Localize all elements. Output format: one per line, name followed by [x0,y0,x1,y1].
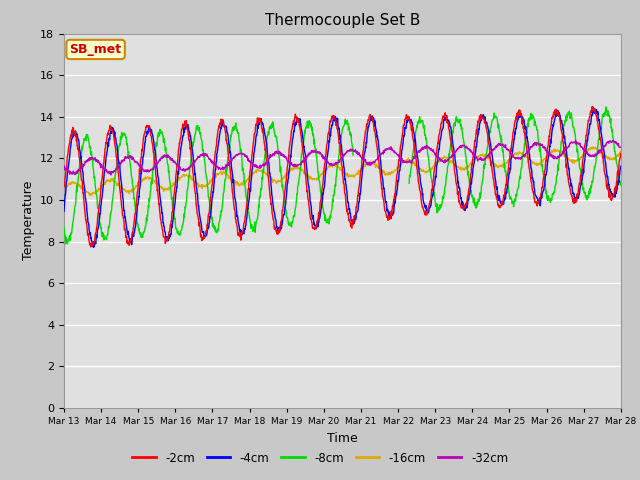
Title: Thermocouple Set B: Thermocouple Set B [265,13,420,28]
Legend: -2cm, -4cm, -8cm, -16cm, -32cm: -2cm, -4cm, -8cm, -16cm, -32cm [127,447,513,469]
Text: SB_met: SB_met [70,43,122,56]
X-axis label: Time: Time [327,432,358,444]
Y-axis label: Temperature: Temperature [22,181,35,261]
